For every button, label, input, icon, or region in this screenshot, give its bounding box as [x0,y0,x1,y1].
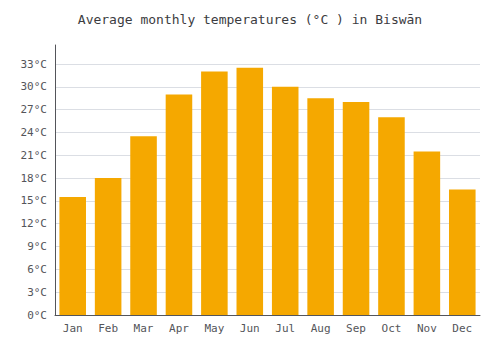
svg-text:21°C: 21°C [21,149,48,162]
svg-text:15°C: 15°C [21,194,48,207]
svg-text:30°C: 30°C [21,80,48,93]
svg-text:Jan: Jan [63,322,83,335]
svg-text:Mar: Mar [134,322,154,335]
svg-text:33°C: 33°C [21,58,48,71]
svg-text:Jun: Jun [240,322,260,335]
svg-text:Sep: Sep [346,322,366,335]
svg-text:Jul: Jul [275,322,295,335]
svg-text:27°C: 27°C [21,103,48,116]
svg-text:9°C: 9°C [27,240,47,253]
svg-text:May: May [204,322,224,335]
svg-text:6°C: 6°C [27,263,47,276]
svg-text:18°C: 18°C [21,172,48,185]
svg-text:Apr: Apr [169,322,189,335]
svg-text:Average monthly temperatures (: Average monthly temperatures (°C ) in Bi… [78,12,422,27]
svg-text:12°C: 12°C [21,217,48,230]
svg-text:3°C: 3°C [27,286,47,299]
svg-text:Oct: Oct [382,322,402,335]
svg-text:Aug: Aug [311,322,331,335]
svg-text:Dec: Dec [452,322,472,335]
svg-text:Nov: Nov [417,322,437,335]
svg-text:0°C: 0°C [27,309,47,322]
svg-text:Feb: Feb [98,322,118,335]
svg-text:24°C: 24°C [21,126,48,139]
